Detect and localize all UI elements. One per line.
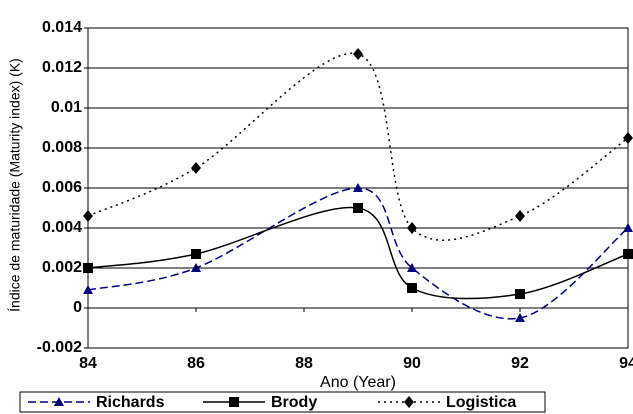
x-tick-label: 94 (619, 355, 633, 372)
y-tick-label: 0.004 (42, 219, 82, 236)
x-tick-label: 88 (295, 355, 313, 372)
x-tick-label: 92 (511, 355, 529, 372)
y-tick-label: -0.002 (37, 339, 82, 356)
legend-marker (54, 397, 64, 406)
marker (407, 263, 417, 272)
marker (623, 132, 633, 144)
y-tick-label: 0.014 (42, 19, 82, 36)
marker (515, 313, 525, 322)
y-tick-label: 0 (73, 299, 82, 316)
y-axis-title: Índice de maturidade (Maturity index) (K… (7, 58, 23, 312)
y-tick-label: 0.006 (42, 179, 82, 196)
marker (623, 223, 633, 232)
series-line (87, 206, 629, 300)
x-tick-label: 84 (79, 355, 97, 372)
y-tick-label: 0.008 (42, 139, 82, 156)
y-tick-label: 0.002 (42, 259, 82, 276)
legend-label: Brody (271, 394, 317, 411)
plot-border (87, 27, 629, 349)
marker (353, 203, 363, 213)
x-tick-label: 86 (187, 355, 205, 372)
legend-marker (229, 397, 239, 407)
marker (353, 48, 363, 60)
x-tick-label: 90 (403, 355, 421, 372)
marker (407, 222, 417, 234)
marker (623, 249, 633, 259)
legend-label: Richards (96, 394, 165, 411)
marker (191, 162, 201, 174)
legend-marker (404, 396, 414, 408)
y-tick-label: 0.012 (42, 59, 82, 76)
legend-label: Logistica (446, 394, 516, 411)
marker (515, 210, 525, 222)
marker (191, 249, 201, 259)
marker (83, 285, 93, 294)
x-axis-title: Ano (Year) (320, 374, 396, 391)
marker (407, 283, 417, 293)
marker (191, 263, 201, 272)
y-tick-label: 0.01 (51, 99, 82, 116)
marker (83, 263, 93, 273)
marker (353, 183, 363, 192)
marker (515, 289, 525, 299)
marker (83, 210, 93, 222)
legend-box (19, 391, 546, 413)
